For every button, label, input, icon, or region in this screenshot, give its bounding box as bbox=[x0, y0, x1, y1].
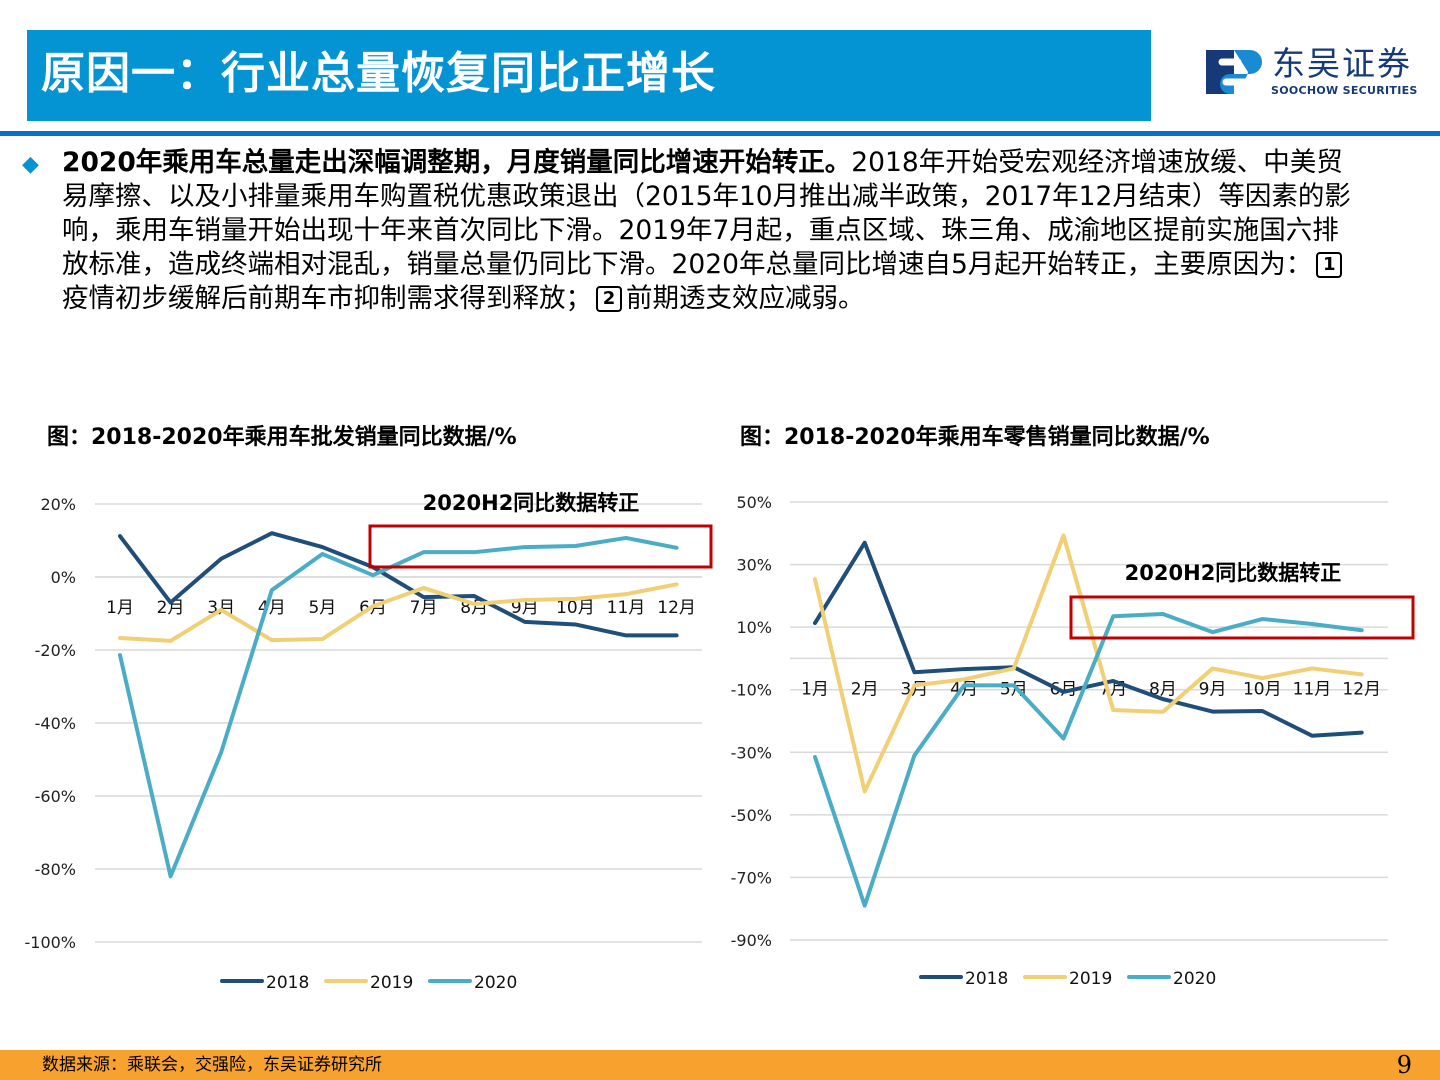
x-tick-label: 5月 bbox=[308, 598, 336, 618]
series-line-2020 bbox=[118, 535, 679, 879]
y-tick-label: -60% bbox=[35, 787, 76, 806]
x-tick-label: 9月 bbox=[511, 598, 539, 618]
x-tick-label: 8月 bbox=[1149, 679, 1177, 699]
y-tick-label: 30% bbox=[736, 556, 772, 575]
x-tick-label: 7月 bbox=[410, 598, 438, 618]
legend-label: 2018 bbox=[266, 973, 309, 993]
paragraph-line: 2020年乘用车总量走出深幅调整期，月度销量同比增速开始转正。2018年开始受宏… bbox=[62, 146, 1351, 180]
paragraph-line: 放标准，造成终端相对混乱，销量总量仍同比下滑。2020年总量同比增速自5月起开始… bbox=[62, 248, 1351, 282]
data-source: 数据来源：乘联会，交强险，东吴证券研究所 bbox=[42, 1055, 382, 1075]
annotation-label: 2020H2同比数据转正 bbox=[423, 491, 640, 515]
legend-label: 2019 bbox=[1069, 969, 1112, 989]
soochow-logo-icon bbox=[1206, 50, 1262, 94]
x-tick-label: 12月 bbox=[657, 598, 696, 618]
legend-label: 2019 bbox=[370, 973, 413, 993]
paragraph-line: 疫情初步缓解后前期车市抑制需求得到释放； 2 前期透支效应减弱。 bbox=[62, 282, 1351, 316]
y-tick-label: 10% bbox=[736, 618, 772, 637]
x-tick-label: 1月 bbox=[106, 598, 134, 618]
highlight-box bbox=[1069, 595, 1415, 640]
diamond-bullet-icon: ◆ bbox=[22, 152, 39, 177]
x-tick-label: 11月 bbox=[607, 598, 646, 618]
numbered-box-2: 2 bbox=[596, 286, 622, 312]
y-tick-label: 50% bbox=[736, 493, 772, 512]
paragraph-text: 前期透支效应减弱。 bbox=[626, 283, 865, 314]
x-tick-label: 1月 bbox=[801, 679, 829, 699]
company-logo: 东吴证券 SOOCHOW SECURITIES bbox=[1204, 46, 1434, 100]
header-divider bbox=[0, 131, 1440, 136]
series-line-2018 bbox=[813, 540, 1364, 738]
x-tick-label: 2月 bbox=[157, 598, 185, 618]
retail-chart-title: 图：2018-2020年乘用车零售销量同比数据/% bbox=[740, 425, 1210, 450]
paragraph-text: 放标准，造成终端相对混乱，销量总量仍同比下滑。2020年总量同比增速自5月起开始… bbox=[62, 249, 1313, 280]
y-tick-label: 0% bbox=[51, 568, 76, 587]
paragraph-line: 响，乘用车销量开始出现十年来首次同比下滑。2019年7月起，重点区域、珠三角、成… bbox=[62, 215, 1339, 246]
x-tick-label: 10月 bbox=[1243, 679, 1282, 699]
paragraph-text: 疫情初步缓解后前期车市抑制需求得到释放； bbox=[62, 283, 592, 314]
logo-chinese-name: 东吴证券 bbox=[1272, 44, 1412, 83]
numbered-box-1: 1 bbox=[1316, 252, 1343, 278]
x-tick-label: 6月 bbox=[1050, 679, 1078, 699]
title-banner: 原因一：行业总量恢复同比正增长 bbox=[27, 30, 1151, 121]
paragraph-line: 易摩擦、以及小排量乘用车购置税优惠政策退出（2015年10月推出减半政策，201… bbox=[62, 181, 1351, 212]
wholesale-chart-title: 图：2018-2020年乘用车批发销量同比数据/% bbox=[47, 425, 517, 450]
logo-english-name: SOOCHOW SECURITIES bbox=[1271, 84, 1418, 97]
legend-label: 2018 bbox=[965, 969, 1008, 989]
series-line-2019 bbox=[118, 582, 679, 643]
y-tick-label: -90% bbox=[731, 931, 772, 950]
y-tick-label: -30% bbox=[731, 743, 772, 762]
y-tick-label: -80% bbox=[35, 860, 76, 879]
y-tick-label: 20% bbox=[40, 495, 76, 514]
y-tick-label: -40% bbox=[35, 714, 76, 733]
y-tick-label: -100% bbox=[24, 933, 76, 952]
x-tick-label: 12月 bbox=[1342, 679, 1381, 699]
series-line-2018 bbox=[118, 531, 679, 638]
x-tick-label: 10月 bbox=[556, 598, 595, 618]
highlight-box bbox=[368, 524, 713, 569]
y-tick-label: -10% bbox=[731, 681, 772, 700]
y-tick-label: -70% bbox=[731, 868, 772, 887]
legend-label: 2020 bbox=[1173, 969, 1216, 989]
page-title: 原因一：行业总量恢复同比正增长 bbox=[41, 48, 716, 99]
paragraph-text: 2018年开始受宏观经济增速放缓、中美贸 bbox=[851, 147, 1343, 178]
summary-paragraph: 2020年乘用车总量走出深幅调整期，月度销量同比增速开始转正。2018年开始受宏… bbox=[62, 146, 1351, 316]
series-line-2020 bbox=[813, 612, 1364, 908]
series-line-2019 bbox=[813, 533, 1364, 794]
y-tick-label: -50% bbox=[731, 806, 772, 825]
annotation-label: 2020H2同比数据转正 bbox=[1125, 561, 1342, 585]
x-tick-label: 11月 bbox=[1293, 679, 1332, 699]
x-tick-label: 9月 bbox=[1199, 679, 1227, 699]
page-number: 9 bbox=[1396, 1051, 1412, 1079]
key-point: 2020年乘用车总量走出深幅调整期，月度销量同比增速开始转正。 bbox=[62, 147, 852, 178]
x-tick-label: 2月 bbox=[851, 679, 879, 699]
legend-label: 2020 bbox=[474, 973, 517, 993]
footer-bar: 数据来源：乘联会，交强险，东吴证券研究所 9 bbox=[0, 1050, 1440, 1080]
y-tick-label: -20% bbox=[35, 641, 76, 660]
